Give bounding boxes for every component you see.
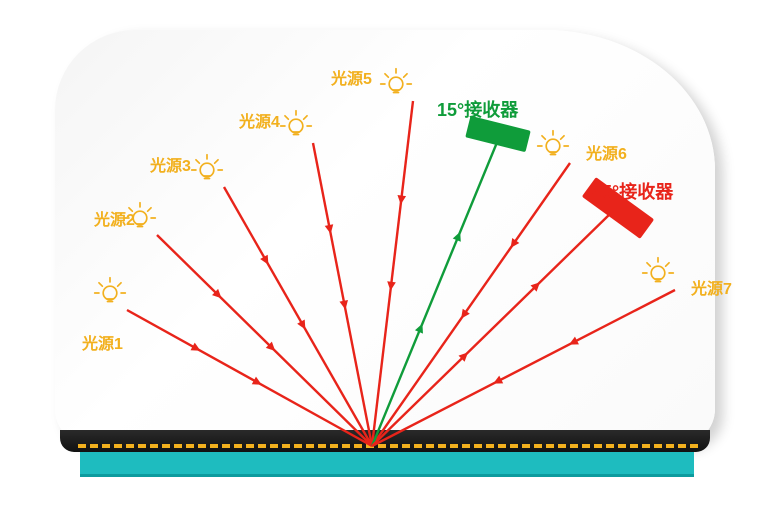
- sample-plane-line: [78, 444, 698, 448]
- device-body: [55, 30, 715, 445]
- device-base: [60, 430, 710, 452]
- diagram-root: 光源1 光源2 光源3 光源4: [0, 0, 777, 513]
- sample-platform: [80, 452, 694, 477]
